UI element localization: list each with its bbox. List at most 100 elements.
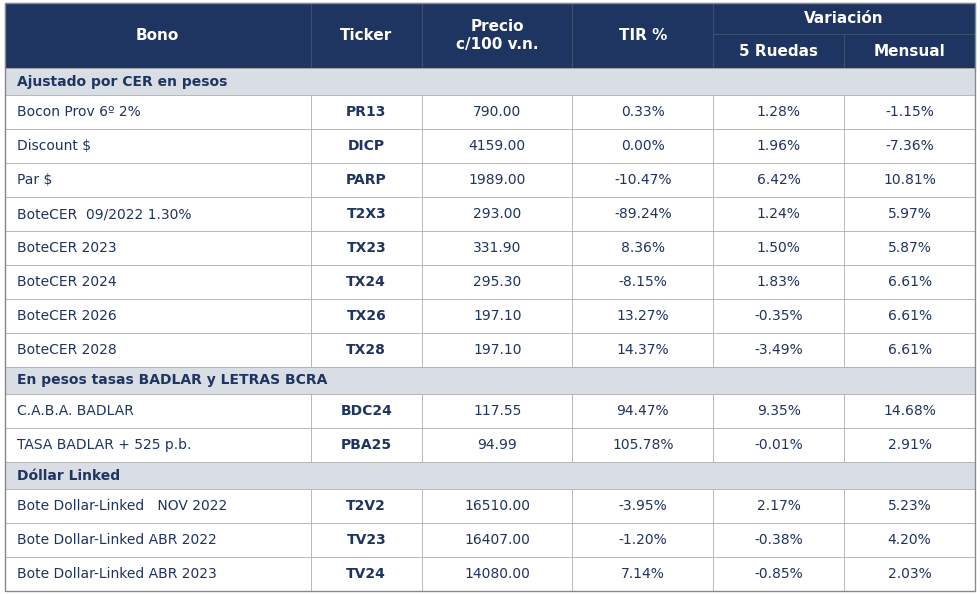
Text: TX24: TX24 [346, 275, 386, 289]
Bar [5, 3, 311, 68]
Bar [422, 523, 572, 557]
Bar [713, 299, 844, 333]
Text: -7.36%: -7.36% [885, 139, 934, 153]
Bar [5, 557, 311, 591]
Text: C.A.B.A. BADLAR: C.A.B.A. BADLAR [17, 404, 133, 418]
Text: -89.24%: -89.24% [614, 207, 671, 221]
Bar [844, 95, 975, 129]
Bar [422, 428, 572, 462]
Text: Dóllar Linked: Dóllar Linked [17, 469, 120, 482]
Bar [572, 231, 713, 265]
Text: 6.61%: 6.61% [888, 343, 932, 357]
Bar [713, 523, 844, 557]
Text: 1989.00: 1989.00 [468, 173, 526, 187]
Text: -1.15%: -1.15% [885, 105, 934, 119]
Text: 0.33%: 0.33% [621, 105, 664, 119]
Text: 295.30: 295.30 [473, 275, 521, 289]
Text: 2.91%: 2.91% [888, 438, 932, 452]
Text: 94.99: 94.99 [477, 438, 517, 452]
Bar [572, 3, 713, 68]
Text: 6.61%: 6.61% [888, 309, 932, 323]
Bar [422, 333, 572, 367]
Text: -3.95%: -3.95% [618, 499, 667, 513]
Text: 1.50%: 1.50% [757, 241, 801, 255]
Bar [311, 129, 422, 163]
Bar [844, 523, 975, 557]
Text: 8.36%: 8.36% [620, 241, 664, 255]
Text: TASA BADLAR + 525 p.b.: TASA BADLAR + 525 p.b. [17, 438, 191, 452]
Text: 197.10: 197.10 [473, 309, 521, 323]
Bar [572, 333, 713, 367]
Text: BoteCER 2028: BoteCER 2028 [17, 343, 117, 357]
Bar [311, 523, 422, 557]
Text: 1.24%: 1.24% [757, 207, 801, 221]
Bar [572, 394, 713, 428]
Bar [311, 333, 422, 367]
Bar [5, 489, 311, 523]
Bar [713, 34, 844, 68]
Text: -0.35%: -0.35% [755, 309, 803, 323]
Bar [422, 129, 572, 163]
Text: 13.27%: 13.27% [616, 309, 669, 323]
Text: TV24: TV24 [346, 567, 386, 581]
Text: BoteCER 2023: BoteCER 2023 [17, 241, 117, 255]
Bar [572, 557, 713, 591]
Bar [572, 163, 713, 197]
Text: Mensual: Mensual [874, 43, 946, 59]
Text: 1.83%: 1.83% [757, 275, 801, 289]
Bar [713, 265, 844, 299]
Text: 1.28%: 1.28% [757, 105, 801, 119]
Bar [5, 367, 975, 394]
Bar [844, 129, 975, 163]
Text: 9.35%: 9.35% [757, 404, 801, 418]
Bar [844, 557, 975, 591]
Bar [422, 299, 572, 333]
Bar [5, 462, 975, 489]
Bar [844, 299, 975, 333]
Text: TX28: TX28 [346, 343, 386, 357]
Bar [572, 265, 713, 299]
Text: -8.15%: -8.15% [618, 275, 667, 289]
Text: TX23: TX23 [346, 241, 386, 255]
Text: -0.85%: -0.85% [755, 567, 803, 581]
Text: PARP: PARP [346, 173, 387, 187]
Bar [311, 299, 422, 333]
Bar [713, 129, 844, 163]
Text: 14080.00: 14080.00 [465, 567, 530, 581]
Text: 10.81%: 10.81% [883, 173, 936, 187]
Text: PR13: PR13 [346, 105, 386, 119]
Text: 0.00%: 0.00% [621, 139, 664, 153]
Text: 117.55: 117.55 [473, 404, 521, 418]
Bar [572, 95, 713, 129]
Text: 5.23%: 5.23% [888, 499, 931, 513]
Bar [311, 163, 422, 197]
Text: 197.10: 197.10 [473, 343, 521, 357]
Text: 105.78%: 105.78% [612, 438, 673, 452]
Text: 2.17%: 2.17% [757, 499, 801, 513]
Text: 293.00: 293.00 [473, 207, 521, 221]
Bar [713, 197, 844, 231]
Bar [713, 231, 844, 265]
Bar [422, 489, 572, 523]
Bar [713, 95, 844, 129]
Text: Bocon Prov 6º 2%: Bocon Prov 6º 2% [17, 105, 140, 119]
Text: 7.14%: 7.14% [621, 567, 664, 581]
Bar [311, 557, 422, 591]
Text: En pesos tasas BADLAR y LETRAS BCRA: En pesos tasas BADLAR y LETRAS BCRA [17, 374, 327, 387]
Bar [5, 163, 311, 197]
Text: -0.38%: -0.38% [755, 533, 803, 547]
Bar [422, 163, 572, 197]
Bar [844, 197, 975, 231]
Text: BDC24: BDC24 [340, 404, 392, 418]
Bar [5, 129, 311, 163]
Text: 94.47%: 94.47% [616, 404, 669, 418]
Bar [5, 197, 311, 231]
Text: 16510.00: 16510.00 [465, 499, 530, 513]
Bar [5, 428, 311, 462]
Bar [713, 557, 844, 591]
Text: DICP: DICP [348, 139, 385, 153]
Bar [311, 231, 422, 265]
Text: 790.00: 790.00 [473, 105, 521, 119]
Bar [844, 428, 975, 462]
Text: 1.96%: 1.96% [757, 139, 801, 153]
